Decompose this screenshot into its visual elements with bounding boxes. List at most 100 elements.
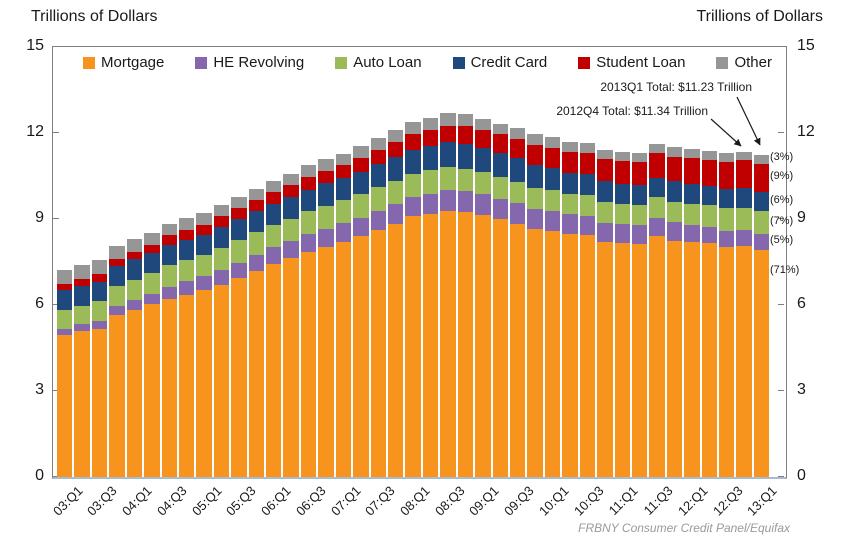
segment-other xyxy=(213,204,230,217)
segment-auto-loan xyxy=(753,211,770,234)
segment-mortgage xyxy=(335,241,352,477)
segment-auto-loan xyxy=(370,187,387,211)
legend-item-auto-loan: Auto Loan xyxy=(335,54,422,71)
bar-07:Q3 xyxy=(370,137,387,477)
segment-credit-card xyxy=(631,185,648,205)
segment-credit-card xyxy=(283,197,299,219)
bar-05:Q3 xyxy=(231,196,247,477)
segment-other xyxy=(614,151,630,162)
segment-mortgage xyxy=(684,242,700,477)
segment-mortgage xyxy=(544,231,561,477)
y-tick-label-left: 12 xyxy=(26,123,44,140)
segment-credit-card xyxy=(91,281,108,302)
segment-student-loan xyxy=(161,235,177,245)
y-tick-mark xyxy=(53,390,59,391)
segment-other xyxy=(231,196,247,209)
segment-other xyxy=(335,153,352,165)
bar-07:Q4 xyxy=(388,129,404,477)
segment-other xyxy=(196,213,212,225)
y-tick-mark xyxy=(778,218,784,219)
segment-credit-card xyxy=(736,188,752,208)
bar-05:Q1 xyxy=(196,213,212,477)
bar-09:Q4 xyxy=(527,134,543,477)
segment-mortgage xyxy=(562,234,578,477)
segment-credit-card xyxy=(388,156,404,181)
segment-other xyxy=(579,142,596,153)
segment-he-revolving xyxy=(597,222,613,242)
segment-student-loan xyxy=(283,185,299,198)
segment-mortgage xyxy=(248,270,265,477)
segment-he-revolving xyxy=(196,276,212,291)
segment-credit-card xyxy=(405,149,421,174)
segment-mortgage xyxy=(457,211,474,477)
segment-mortgage xyxy=(196,290,212,477)
segment-credit-card xyxy=(422,145,439,171)
segment-he-revolving xyxy=(283,241,299,258)
bar-05:Q2 xyxy=(213,204,230,477)
segment-mortgage xyxy=(753,249,770,477)
segment-mortgage xyxy=(74,331,90,477)
segment-auto-loan xyxy=(492,176,508,199)
segment-mortgage xyxy=(719,246,735,477)
segment-student-loan xyxy=(74,279,90,287)
segment-student-loan xyxy=(736,160,752,189)
segment-credit-card xyxy=(457,143,474,169)
segment-auto-loan xyxy=(475,172,491,195)
segment-he-revolving xyxy=(457,191,474,212)
annotation-2012q4-total: 2012Q4 Total: $11.34 Trillion xyxy=(556,104,708,118)
segment-student-loan xyxy=(649,153,665,178)
y-tick-label-right: 0 xyxy=(797,467,806,484)
segment-auto-loan xyxy=(283,218,299,242)
segment-credit-card xyxy=(335,178,352,201)
segment-auto-loan xyxy=(161,265,177,287)
bar-03:Q3 xyxy=(91,260,108,477)
segment-other xyxy=(597,149,613,160)
legend-label: Student Loan xyxy=(596,54,686,71)
segment-mortgage xyxy=(161,299,177,477)
segment-he-revolving xyxy=(544,210,561,231)
segment-he-revolving xyxy=(753,233,770,250)
segment-student-loan xyxy=(719,162,735,190)
segment-he-revolving xyxy=(266,247,282,264)
segment-other xyxy=(701,150,718,160)
y-tick-mark xyxy=(53,218,59,219)
segment-other xyxy=(388,129,404,142)
segment-auto-loan xyxy=(649,197,665,218)
segment-auto-loan xyxy=(597,202,613,223)
segment-he-revolving xyxy=(422,193,439,214)
y-tick-label-right: 9 xyxy=(797,209,806,226)
segment-student-loan xyxy=(475,130,491,149)
segment-credit-card xyxy=(126,259,143,280)
segment-auto-loan xyxy=(266,224,282,248)
legend-item-credit-card: Credit Card xyxy=(452,54,547,71)
segment-he-revolving xyxy=(109,306,125,315)
segment-credit-card xyxy=(74,286,90,307)
legend-item-other: Other xyxy=(716,54,772,71)
segment-other xyxy=(562,141,578,153)
legend-swatch xyxy=(335,56,348,69)
segment-other xyxy=(57,269,73,284)
segment-student-loan xyxy=(91,274,108,282)
segment-auto-loan xyxy=(457,168,474,192)
segment-other xyxy=(318,159,334,171)
segment-mortgage xyxy=(370,229,387,477)
segment-mortgage xyxy=(701,243,718,477)
segment-student-loan xyxy=(109,258,125,266)
bar-10:Q4 xyxy=(597,149,613,477)
segment-other xyxy=(353,146,369,158)
bar-06:Q2 xyxy=(283,174,299,477)
segment-mortgage xyxy=(509,223,526,477)
segment-credit-card xyxy=(57,290,73,311)
legend: Mortgage HE Revolving Auto Loan Credit Card… xyxy=(83,54,772,71)
y-tick-mark xyxy=(778,46,784,47)
segment-he-revolving xyxy=(318,229,334,247)
segment-mortgage xyxy=(353,236,369,477)
segment-mortgage xyxy=(266,264,282,477)
segment-he-revolving xyxy=(126,300,143,310)
segment-credit-card xyxy=(318,183,334,206)
bar-03:Q1 xyxy=(57,269,73,477)
segment-auto-loan xyxy=(91,301,108,321)
bar-03:Q2 xyxy=(74,265,90,477)
segment-mortgage xyxy=(527,229,543,477)
segment-other xyxy=(283,174,299,186)
